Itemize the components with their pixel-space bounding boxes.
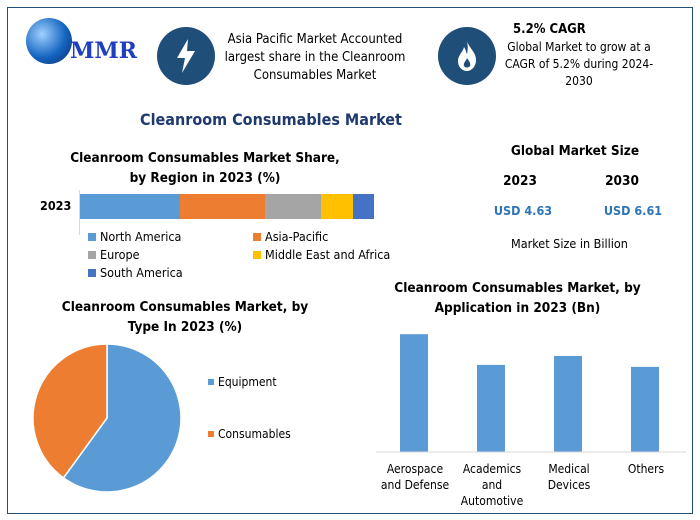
market-value-2023: USD 4.63 xyxy=(493,203,553,218)
type-chart-title: Cleanroom Consumables Market, by Type In… xyxy=(61,299,309,335)
application-bar xyxy=(554,355,582,452)
application-chart-title: Cleanroom Consumables Market, by Applica… xyxy=(394,280,641,316)
region-bar-segment-asia-pacific xyxy=(179,194,266,219)
region-stacked-bar xyxy=(80,194,374,219)
region-legend-item: Asia-Pacific xyxy=(253,229,328,244)
logo: MMR xyxy=(16,14,146,74)
application-bar xyxy=(477,364,505,452)
region-bar-segment-europe xyxy=(265,194,322,219)
region-bar-segment-middle-east-and-africa xyxy=(321,194,354,219)
region-legend-item: North America xyxy=(88,229,181,244)
highlight-asia-pacific: Asia Pacific Market Accounted largest sh… xyxy=(224,32,406,83)
legend-swatch xyxy=(88,250,96,259)
region-axis xyxy=(79,190,80,235)
legend-swatch xyxy=(88,232,96,241)
application-category-label: Medical Devices xyxy=(547,462,591,492)
legend-label: North America xyxy=(100,229,182,244)
lightning-icon xyxy=(157,27,215,85)
region-bar-segment-north-america xyxy=(80,194,180,219)
legend-label: Middle East and Africa xyxy=(265,247,391,262)
legend-label: Asia-Pacific xyxy=(265,229,329,244)
pie-legend-item: Consumables xyxy=(208,427,291,441)
market-size-unit: Market Size in Billion xyxy=(511,236,628,251)
application-category-label: Others xyxy=(627,462,665,476)
main-title: Cleanroom Consumables Market xyxy=(140,110,402,129)
legend-swatch xyxy=(208,379,214,385)
market-year-2030: 2030 xyxy=(605,173,639,189)
flame-icon xyxy=(438,27,496,85)
region-legend-item: Europe xyxy=(88,247,140,262)
region-legend-item: Middle East and Africa xyxy=(253,247,390,262)
infographic-frame xyxy=(7,7,693,514)
legend-label: Equipment xyxy=(218,375,277,389)
market-size-title: Global Market Size xyxy=(510,143,640,159)
cagr-title: 5.2% CAGR xyxy=(513,22,586,37)
logo-text: MMR xyxy=(70,38,137,64)
region-bar-segment-south-america xyxy=(353,194,374,219)
region-legend-item: South America xyxy=(88,265,183,280)
application-bar-chart xyxy=(376,334,686,453)
market-year-2023: 2023 xyxy=(503,173,537,189)
pie-slice-equipment xyxy=(62,343,182,493)
pie-legend-item: Equipment xyxy=(208,375,277,389)
legend-swatch xyxy=(208,431,214,437)
application-bar xyxy=(631,366,659,452)
legend-swatch xyxy=(253,250,261,259)
market-value-2030: USD 6.61 xyxy=(603,203,663,218)
legend-label: Consumables xyxy=(218,427,291,441)
legend-label: Europe xyxy=(100,247,140,262)
application-category-label: Academics and Automotive xyxy=(460,462,524,508)
cagr-text: Global Market to grow at a CAGR of 5.2% … xyxy=(504,40,654,88)
application-bar xyxy=(400,334,428,452)
legend-swatch xyxy=(88,268,96,277)
globe-icon xyxy=(26,18,72,64)
legend-label: South America xyxy=(100,265,183,280)
legend-swatch xyxy=(253,232,261,241)
type-pie-chart xyxy=(32,343,182,493)
pie-slice-consumables xyxy=(32,343,108,479)
region-chart-title: Cleanroom Consumables Market Share, by R… xyxy=(70,150,340,186)
application-category-label: Aerospace and Defense xyxy=(380,462,450,492)
region-category-label: 2023 xyxy=(40,198,72,213)
